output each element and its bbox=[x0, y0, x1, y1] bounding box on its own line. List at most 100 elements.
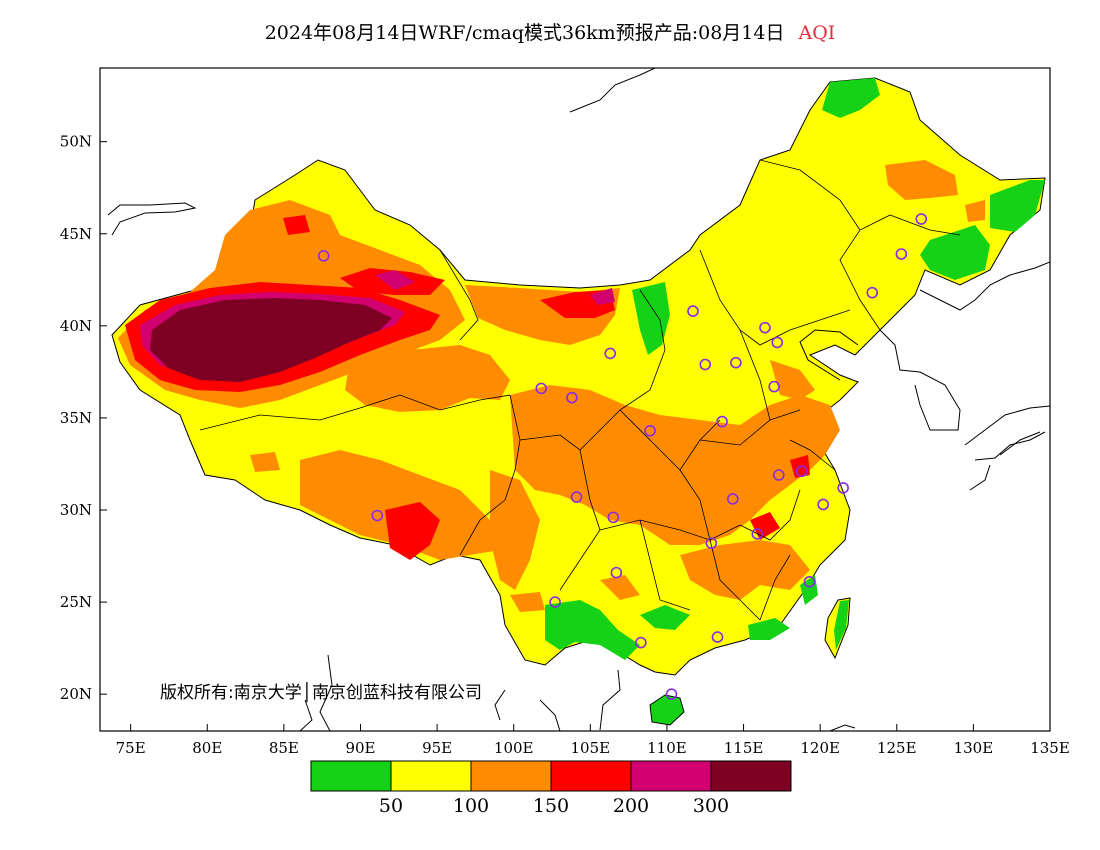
city-station-marker bbox=[915, 213, 928, 225]
northeast-green-north bbox=[822, 78, 880, 118]
legend-swatch bbox=[550, 760, 632, 792]
city-station-marker bbox=[817, 498, 830, 511]
city-station-marker bbox=[705, 537, 718, 549]
legend-label: 200 bbox=[613, 795, 649, 817]
southwest-green bbox=[545, 600, 640, 660]
aqi-color-legend: 50 100 150 200 300 bbox=[310, 760, 792, 817]
city-station-marker bbox=[759, 321, 771, 334]
fujian-coast-green bbox=[748, 618, 790, 640]
lon-tick-label: 90E bbox=[345, 739, 375, 757]
city-station-marker bbox=[727, 493, 739, 505]
legend-label: 100 bbox=[453, 795, 489, 817]
title-variable: AQI bbox=[798, 22, 836, 44]
longitude-ticks: 75E 80E 85E 90E 95E 100E 105E 110E 115E 120E 125E 1… bbox=[116, 724, 1070, 757]
xinjiang-small-red bbox=[283, 215, 310, 235]
city-station-marker bbox=[687, 305, 699, 317]
city-station-marker bbox=[566, 391, 578, 404]
hubei-red bbox=[750, 512, 780, 540]
northeast-green-jilin bbox=[920, 225, 990, 280]
city-station-marker bbox=[317, 250, 330, 262]
tibet-red bbox=[385, 502, 440, 560]
lon-tick-label: 95E bbox=[422, 739, 452, 757]
city-station-marker bbox=[371, 509, 384, 522]
city-station-marker bbox=[535, 382, 548, 395]
province-borders bbox=[199, 159, 961, 621]
south-green-guangxi bbox=[640, 605, 690, 630]
city-station-marker bbox=[711, 631, 724, 643]
hainan-island bbox=[649, 694, 685, 726]
city-station-marker bbox=[699, 358, 712, 371]
legend-swatch bbox=[710, 760, 792, 792]
legend-swatch bbox=[470, 760, 552, 792]
city-station-marker bbox=[895, 248, 908, 260]
qinghai-orange bbox=[345, 345, 510, 412]
city-station-marker bbox=[604, 347, 617, 360]
lat-tick-label: 35N bbox=[60, 409, 92, 427]
city-station-marker bbox=[803, 576, 816, 588]
city-station-marker bbox=[730, 356, 742, 369]
lat-tick-label: 20N bbox=[60, 685, 92, 703]
neighbour-outlines bbox=[107, 68, 1050, 731]
lon-tick-label: 85E bbox=[269, 739, 299, 757]
city-station-marker bbox=[610, 566, 623, 579]
northeast-orange bbox=[885, 160, 958, 200]
lon-tick-label: 135E bbox=[1030, 739, 1070, 757]
city-station-marker bbox=[751, 528, 764, 540]
city-station-marker bbox=[837, 482, 849, 494]
lat-tick-label: 50N bbox=[60, 133, 92, 151]
hunan-orange-patch bbox=[600, 575, 640, 600]
title-text: 2024年08月14日WRF/cmaq模式36km预报产品:08月14日 bbox=[264, 22, 785, 44]
sichuan-orange bbox=[490, 470, 540, 590]
legend-swatch bbox=[390, 760, 472, 792]
map-content bbox=[107, 68, 1050, 731]
city-station-marker bbox=[768, 380, 780, 393]
legend-swatch bbox=[310, 760, 392, 792]
city-station-marker bbox=[644, 425, 656, 437]
yunnan-orange-patch bbox=[510, 592, 545, 612]
city-station-marker bbox=[549, 596, 561, 608]
legend-swatch bbox=[630, 760, 712, 792]
lat-tick-label: 25N bbox=[60, 593, 92, 611]
city-station-marker bbox=[772, 469, 785, 481]
tibet-small-orange bbox=[250, 452, 280, 472]
gansu-purple-spot bbox=[590, 288, 615, 305]
city-station-marker bbox=[866, 286, 879, 299]
city-station-marker bbox=[771, 336, 784, 349]
east-orange bbox=[770, 360, 815, 400]
northeast-green-east bbox=[990, 180, 1045, 232]
tibet-orange bbox=[300, 450, 500, 560]
city-station-marker bbox=[570, 491, 583, 503]
lon-tick-label: 125E bbox=[877, 739, 917, 757]
latitude-ticks: 20N 25N 30N 35N 40N 45N 50N bbox=[60, 133, 107, 703]
lon-tick-label: 130E bbox=[954, 739, 994, 757]
lon-tick-label: 80E bbox=[192, 739, 222, 757]
map-title: 2024年08月14日WRF/cmaq模式36km预报产品:08月14日 AQI bbox=[0, 18, 1100, 45]
aqi-maroon-core bbox=[150, 298, 392, 382]
lat-tick-label: 45N bbox=[60, 225, 92, 243]
city-station-marker bbox=[665, 688, 678, 700]
aqi-green-areas bbox=[545, 78, 1045, 660]
map-frame bbox=[99, 67, 1051, 732]
city-station-marker bbox=[795, 465, 808, 478]
city-station-marker bbox=[716, 415, 728, 428]
city-station-marker bbox=[635, 636, 647, 649]
xinjiang-purple-spot bbox=[375, 270, 415, 290]
southeast-orange bbox=[680, 540, 810, 600]
lat-tick-label: 30N bbox=[60, 501, 92, 519]
lat-tick-label: 40N bbox=[60, 317, 92, 335]
copyright-credit: 版权所有:南京大学│南京创蓝科技有限公司 bbox=[160, 682, 482, 703]
lon-tick-label: 110E bbox=[647, 739, 687, 757]
inner-mongolia-green bbox=[632, 282, 670, 355]
legend-label: 300 bbox=[693, 795, 729, 817]
station-markers bbox=[317, 213, 928, 700]
legend-label: 150 bbox=[533, 795, 569, 817]
heilongjiang-orange-patch bbox=[965, 200, 985, 222]
taiwan-green-band bbox=[834, 600, 849, 650]
legend-label: 50 bbox=[379, 795, 403, 817]
lon-tick-label: 75E bbox=[116, 739, 146, 757]
lon-tick-label: 105E bbox=[571, 739, 611, 757]
lon-tick-label: 100E bbox=[494, 739, 534, 757]
lon-tick-label: 120E bbox=[800, 739, 840, 757]
lon-tick-label: 115E bbox=[724, 739, 764, 757]
